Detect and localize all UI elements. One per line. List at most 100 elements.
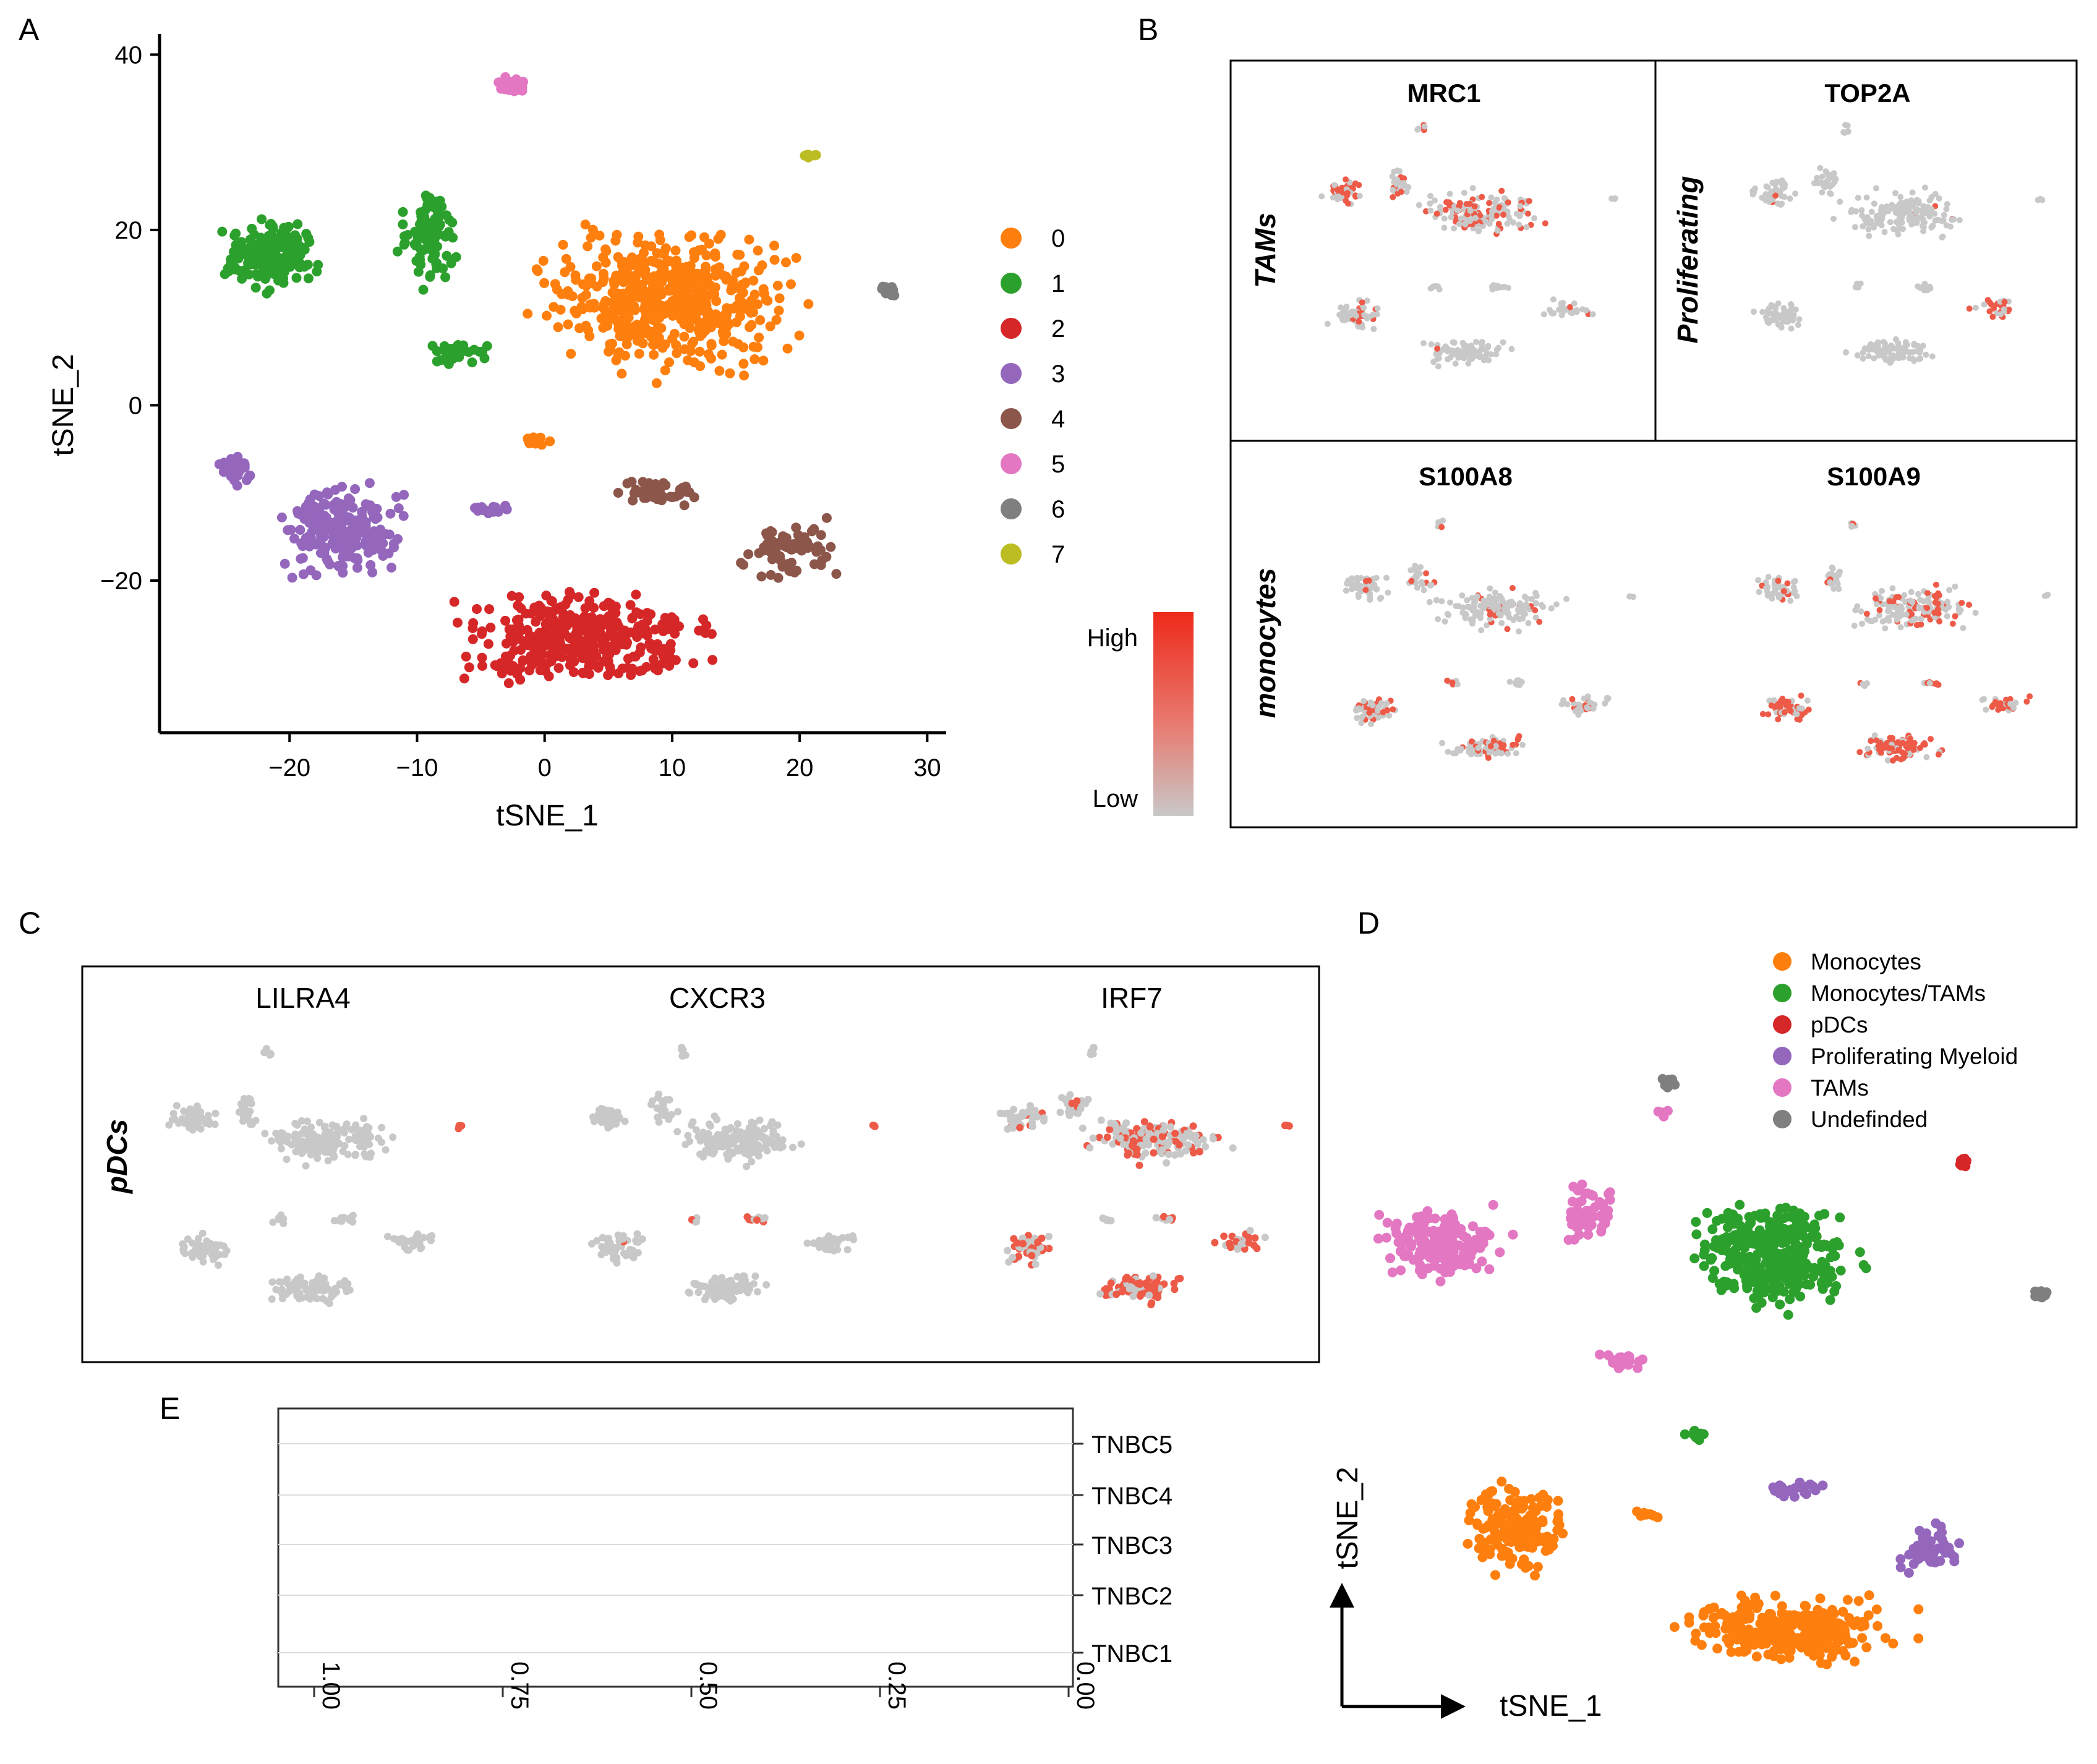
- a-point-cluster-1: [392, 246, 403, 257]
- b-s100a9-point: [1848, 522, 1855, 529]
- a-point-cluster-2: [698, 614, 708, 624]
- b-s100a9-point: [1755, 577, 1762, 584]
- b-s100a8-point: [1490, 738, 1497, 744]
- a-point-cluster-0: [738, 359, 749, 369]
- b-s100a8-point: [1384, 707, 1391, 714]
- c-lilra4-point: [382, 1146, 390, 1154]
- c-irf7-point: [1078, 1124, 1087, 1132]
- c-cxcr3-point: [740, 1147, 748, 1154]
- a-point-cluster-1: [447, 217, 458, 228]
- c-cxcr3-point: [789, 1143, 797, 1151]
- c-cxcr3-point: [626, 1251, 634, 1259]
- a-point-cluster-1: [399, 237, 410, 248]
- d-point-monocytes-tams: [1780, 1203, 1791, 1213]
- a-point-cluster-0: [586, 232, 596, 243]
- b-s100a9-point: [1793, 711, 1800, 718]
- b-s100a9-point: [1780, 588, 1787, 595]
- c-lilra4-point: [276, 1138, 284, 1146]
- a-point-cluster-0: [586, 273, 597, 284]
- a-legend-key-6: [1001, 498, 1022, 519]
- a-point-cluster-2: [636, 642, 646, 653]
- b-mrc1-point: [1524, 210, 1531, 217]
- a-point-cluster-0: [701, 262, 711, 272]
- b-s100a9-point: [1834, 573, 1840, 579]
- c-lilra4-point: [183, 1117, 191, 1125]
- b-s100a8-point: [1435, 616, 1441, 623]
- c-irf7-point: [1086, 1144, 1094, 1152]
- color-scale-low-label: Low: [1093, 785, 1138, 812]
- a-point-cluster-2: [468, 618, 479, 628]
- b-mrc1-point: [1505, 199, 1511, 206]
- b-mrc1-point: [1471, 203, 1478, 210]
- a-point-cluster-0: [680, 296, 690, 307]
- b-s100a8-point: [1438, 524, 1445, 530]
- a-point-cluster-4: [632, 487, 643, 498]
- c-cxcr3-point: [772, 1132, 780, 1140]
- a-point-cluster-2: [461, 651, 471, 662]
- d-point-monocytes-tams: [1765, 1219, 1775, 1229]
- b-s100a9-point: [1910, 745, 1916, 752]
- b-s100a8-point: [1516, 600, 1523, 607]
- a-point-cluster-1: [231, 228, 241, 239]
- a-point-cluster-0: [563, 286, 573, 296]
- d-point-monocytes-tams: [1707, 1224, 1718, 1235]
- c-lilra4-point: [205, 1120, 213, 1128]
- b-s100a9-point: [1897, 624, 1904, 631]
- b-top2a-point: [1796, 316, 1803, 323]
- b-top2a-point: [1762, 314, 1769, 320]
- c-irf7-point: [1171, 1130, 1179, 1137]
- b-mrc1-point: [1569, 309, 1576, 315]
- a-point-cluster-0: [725, 368, 735, 378]
- b-top2a-point: [1817, 164, 1824, 171]
- a-legend-label-1: 1: [1051, 270, 1065, 297]
- a-point-cluster-4: [766, 526, 776, 536]
- c-irf7-point: [1136, 1292, 1144, 1300]
- d-point-monocytes-tams: [1761, 1258, 1771, 1268]
- b-s100a8-point: [1560, 697, 1567, 704]
- a-point-cluster-2: [536, 660, 547, 670]
- c-lilra4-point: [195, 1235, 202, 1242]
- a-point-cluster-4: [826, 542, 836, 552]
- a-point-cluster-2: [529, 650, 539, 661]
- a-point-cluster-3: [305, 494, 315, 505]
- b-s100a9-point: [1783, 698, 1790, 705]
- a-point-cluster-0: [774, 293, 785, 304]
- a-point-cluster-2: [558, 608, 569, 619]
- b-s100a8-point: [1359, 714, 1365, 720]
- a-point-cluster-1: [291, 273, 302, 283]
- c-cxcr3-point: [733, 1272, 741, 1280]
- b-top2a-point: [1989, 313, 1996, 320]
- a-point-cluster-4: [613, 488, 623, 498]
- a-point-cluster-2: [540, 619, 551, 629]
- d-point-monocytes-tams: [1861, 1263, 1871, 1274]
- b-s100a8-point: [1584, 705, 1591, 712]
- b-s100a8-point: [1591, 701, 1598, 708]
- b-s100a8-point: [1407, 567, 1414, 574]
- b-mrc1-point: [1324, 320, 1331, 327]
- a-point-cluster-2: [554, 624, 565, 634]
- a-point-cluster-2: [522, 624, 532, 635]
- b-top2a-point: [1843, 349, 1849, 356]
- b-top2a-point: [1981, 301, 1988, 308]
- a-point-cluster-3: [318, 532, 329, 542]
- c-irf7-point: [1004, 1246, 1012, 1255]
- a-point-cluster-4: [758, 545, 768, 556]
- b-mrc1-point: [1454, 207, 1461, 214]
- b-s100a9-point: [1863, 610, 1870, 617]
- c-irf7-point: [1149, 1272, 1157, 1280]
- a-point-cluster-0: [701, 297, 711, 308]
- c-cxcr3-point: [713, 1115, 721, 1123]
- b-mrc1-point: [1370, 326, 1377, 333]
- a-point-cluster-3: [226, 454, 236, 464]
- c-cxcr3-point: [803, 1239, 811, 1247]
- b-s100a9-point: [1944, 613, 1950, 620]
- c-lilra4-point: [315, 1118, 323, 1127]
- b-s100a9-point: [1901, 592, 1908, 599]
- a-point-cluster-3: [500, 501, 511, 511]
- b-top2a-point: [1902, 339, 1909, 346]
- a-point-cluster-0: [727, 275, 738, 286]
- b-s100a9-point: [1859, 620, 1866, 627]
- b-s100a8-point: [1519, 741, 1526, 748]
- a-point-cluster-1: [237, 273, 247, 284]
